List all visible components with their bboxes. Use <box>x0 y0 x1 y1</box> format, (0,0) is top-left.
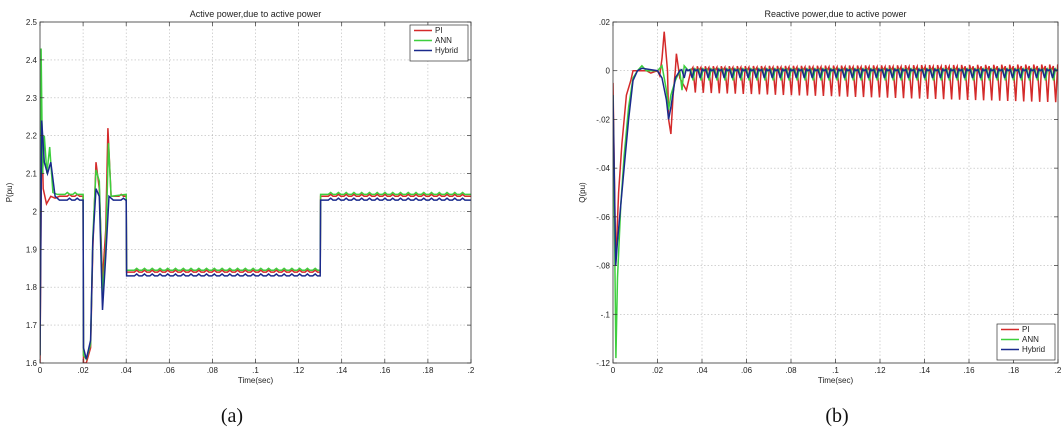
y-tick-label: .02 <box>599 18 611 27</box>
x-tick-label: .16 <box>963 366 975 375</box>
x-tick-label: .14 <box>919 366 931 375</box>
legend-label-hybrid: Hybrid <box>1022 345 1045 354</box>
y-tick-label: -.02 <box>596 115 610 124</box>
x-tick-label: 0 <box>38 366 43 375</box>
x-tick-label: .04 <box>121 366 133 375</box>
y-axis-label: P(pu) <box>5 182 14 202</box>
x-tick-label: .06 <box>741 366 753 375</box>
x-tick-label: .14 <box>336 366 348 375</box>
x-tick-label: .12 <box>874 366 886 375</box>
y-tick-label: 2.2 <box>26 132 38 141</box>
x-axis-label: Time(sec) <box>238 376 274 385</box>
x-tick-label: .18 <box>422 366 434 375</box>
legend-label-pi: PI <box>435 26 443 35</box>
y-tick-label: 2.1 <box>26 170 38 179</box>
y-tick-label: 1.6 <box>26 359 38 368</box>
y-axis-label: Q(pu) <box>578 182 587 203</box>
x-tick-label: .18 <box>1008 366 1020 375</box>
x-tick-label: .12 <box>293 366 305 375</box>
legend-label-ann: ANN <box>1022 335 1039 344</box>
y-tick-label: 2.3 <box>26 94 38 103</box>
y-tick-label: 2.4 <box>26 56 38 65</box>
y-tick-label: -.08 <box>596 262 610 271</box>
x-tick-label: .2 <box>1055 366 1062 375</box>
x-tick-label: .08 <box>785 366 797 375</box>
x-tick-label: .06 <box>164 366 176 375</box>
chart-b: 0 .02 .04 .06 .08 .1 .12 .14 .16 .18 .2 -.12 -.1 -.08… <box>578 9 1062 427</box>
figure-caption: (a) <box>221 405 243 427</box>
series-line-pi <box>40 120 471 363</box>
x-tick-label: .02 <box>652 366 664 375</box>
x-tick-label: .16 <box>379 366 391 375</box>
x-tick-label: .2 <box>468 366 475 375</box>
legend-label-pi: PI <box>1022 325 1030 334</box>
chart-a: 0 .02 .04 .06 .08 .1 .12 .14 .16 .18 .2 1.6 1.7 1.8 1.… <box>5 9 475 427</box>
chart-title: Active power,due to active power <box>190 9 322 19</box>
chart-title: Reactive power,due to active power <box>764 9 906 19</box>
y-tick-label: 1.8 <box>26 283 38 292</box>
y-tick-label: 1.7 <box>26 321 38 330</box>
y-tick-label: 2.5 <box>26 18 38 27</box>
legend-label-hybrid: Hybrid <box>435 46 458 55</box>
plot-area <box>40 22 471 363</box>
x-tick-label: .04 <box>696 366 708 375</box>
legend-label-ann: ANN <box>435 36 452 45</box>
y-tick-label: -.06 <box>596 213 610 222</box>
x-tick-label: .1 <box>252 366 259 375</box>
y-tick-label: -.1 <box>601 310 611 319</box>
x-tick-label: .1 <box>832 366 839 375</box>
y-tick-label: -.04 <box>596 164 610 173</box>
series-line-hybrid <box>613 67 1058 266</box>
x-tick-label: .02 <box>78 366 90 375</box>
y-tick-label: -.12 <box>596 359 610 368</box>
x-axis-label: Time(sec) <box>818 376 854 385</box>
x-tick-label: .08 <box>207 366 219 375</box>
y-tick-label: 2 <box>33 207 38 216</box>
figure-caption: (b) <box>825 405 848 427</box>
series-line-hybrid <box>40 120 471 360</box>
y-tick-label: 0 <box>606 67 611 76</box>
y-tick-label: 1.9 <box>26 245 38 254</box>
x-tick-label: 0 <box>611 366 616 375</box>
